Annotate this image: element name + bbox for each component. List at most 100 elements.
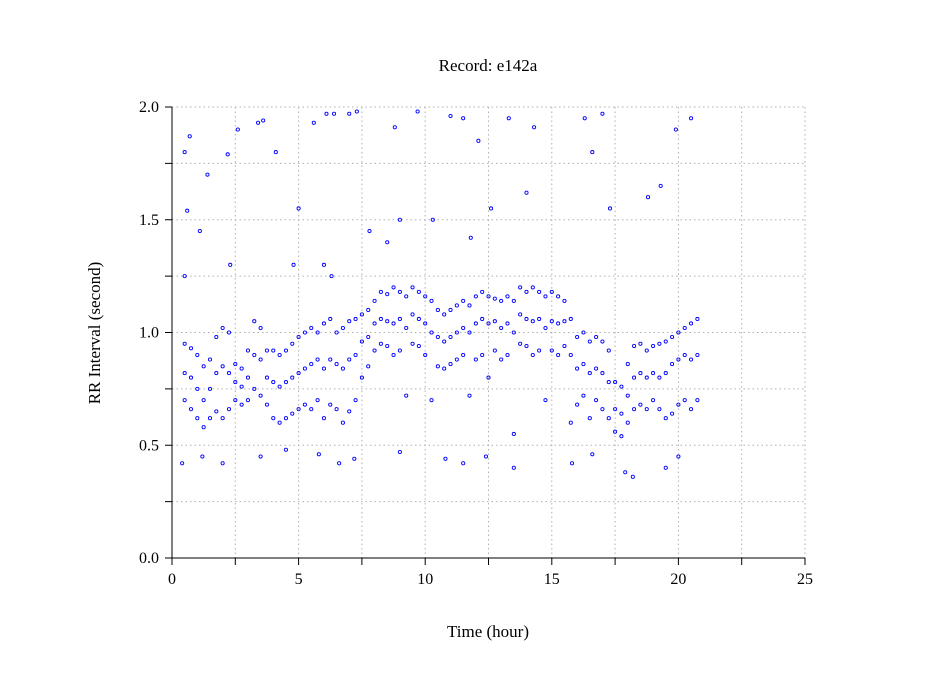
data-point — [252, 319, 257, 324]
data-point — [225, 152, 230, 157]
data-point — [630, 474, 635, 479]
data-point — [549, 348, 554, 353]
data-point — [689, 321, 694, 326]
data-point — [252, 352, 257, 358]
data-point — [549, 319, 554, 324]
data-point — [486, 375, 491, 380]
y-tick-label: 1.0 — [139, 325, 159, 342]
data-point — [600, 339, 605, 344]
data-point — [638, 402, 643, 407]
data-point — [258, 393, 263, 398]
data-point — [511, 431, 516, 437]
data-point — [632, 375, 637, 380]
data-point — [467, 330, 472, 335]
data-point — [682, 398, 687, 403]
x-tick-label: 10 — [417, 571, 433, 588]
data-point — [207, 357, 213, 362]
data-point — [695, 398, 700, 403]
data-point — [625, 420, 630, 425]
data-point — [207, 416, 213, 421]
data-point — [537, 348, 542, 353]
data-point — [651, 343, 656, 349]
data-point — [195, 416, 200, 421]
data-point — [537, 316, 542, 322]
data-point — [180, 461, 185, 466]
data-point — [537, 289, 542, 294]
data-point — [233, 380, 238, 385]
y-tick-label: 1.5 — [139, 212, 159, 229]
data-point — [682, 352, 687, 358]
data-point — [658, 183, 663, 188]
data-point — [256, 120, 261, 125]
data-point — [575, 366, 580, 371]
data-point — [296, 371, 301, 376]
data-point — [397, 348, 402, 353]
data-point — [505, 352, 510, 358]
data-point — [568, 420, 573, 425]
data-point — [185, 208, 190, 213]
data-point — [443, 456, 448, 461]
data-point — [625, 393, 630, 398]
data-point — [416, 289, 421, 294]
data-point — [233, 398, 238, 403]
data-points — [180, 109, 700, 479]
data-point — [492, 296, 497, 301]
data-point — [188, 407, 194, 412]
chart-title: Record: e142a — [439, 56, 538, 75]
data-point — [467, 303, 472, 308]
axes: 0 5 10 15 20 25 0.0 0.5 1.0 1.5 2.0 — [139, 99, 813, 588]
data-point — [663, 416, 668, 421]
data-point — [587, 416, 592, 421]
data-point — [442, 366, 447, 371]
data-point — [302, 330, 307, 335]
data-point — [423, 294, 428, 299]
data-point — [670, 362, 675, 367]
data-point — [309, 362, 314, 367]
data-point — [594, 334, 599, 340]
data-point — [689, 357, 694, 362]
data-point — [473, 357, 478, 362]
data-point — [442, 339, 447, 344]
data-point — [549, 289, 554, 294]
data-point — [575, 334, 580, 340]
data-point — [581, 393, 586, 398]
data-point — [524, 343, 529, 349]
data-point — [347, 409, 352, 414]
data-point — [291, 262, 296, 267]
data-point — [623, 470, 628, 475]
data-point — [258, 357, 263, 362]
data-point — [676, 454, 681, 459]
data-point — [435, 307, 440, 313]
data-point — [188, 346, 194, 351]
data-point — [182, 371, 187, 376]
data-point — [334, 407, 339, 412]
data-point — [410, 341, 415, 346]
data-point — [486, 294, 491, 299]
x-tick-label: 0 — [168, 571, 176, 588]
data-point — [187, 134, 192, 139]
data-point — [296, 206, 301, 211]
data-point — [195, 386, 200, 391]
data-point — [530, 285, 535, 290]
data-point — [461, 116, 466, 121]
data-point — [423, 321, 428, 326]
data-point — [511, 298, 516, 303]
data-point — [328, 316, 333, 322]
data-point — [392, 125, 397, 130]
data-point — [385, 319, 390, 324]
data-point — [676, 330, 681, 335]
data-point — [492, 348, 497, 353]
data-point — [568, 316, 573, 322]
data-point — [391, 285, 396, 290]
data-point — [476, 138, 481, 143]
data-point — [321, 366, 326, 371]
data-point — [195, 352, 200, 358]
data-point — [505, 321, 510, 326]
data-point — [328, 402, 333, 407]
data-point — [397, 217, 402, 222]
data-point — [277, 384, 282, 389]
data-point — [676, 402, 681, 407]
data-point — [239, 366, 244, 371]
data-point — [530, 319, 535, 324]
data-point — [296, 334, 301, 340]
